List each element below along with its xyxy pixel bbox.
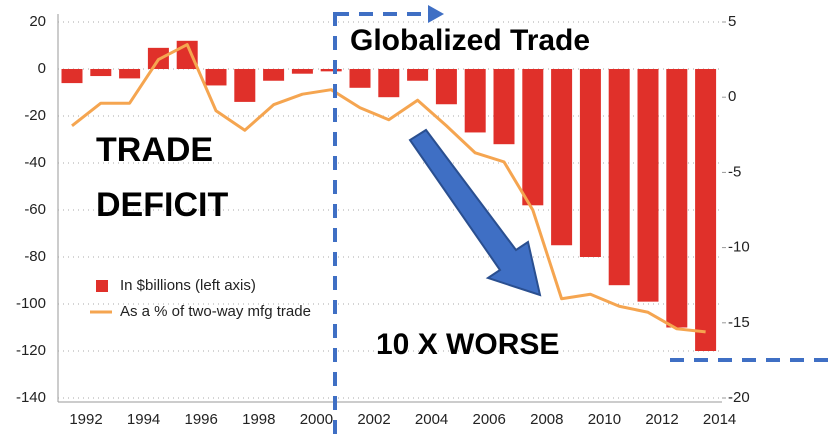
y-tick-label: 20 [29, 13, 46, 30]
y-tick-label: 0 [38, 60, 46, 77]
bar [608, 69, 630, 286]
y2-tick-label: 0 [728, 88, 736, 105]
bar [695, 69, 717, 351]
x-tick-label: 2012 [645, 411, 678, 428]
marks [61, 40, 717, 351]
x-tick-label: 2014 [703, 411, 736, 428]
bar [435, 69, 457, 105]
y2-tick-label: -5 [728, 163, 741, 180]
y2-tick-label: -20 [728, 389, 750, 406]
bar [579, 69, 601, 257]
bar [407, 69, 429, 81]
x-tick-label: 1998 [242, 411, 275, 428]
bar [205, 69, 227, 86]
y-tick-label: -40 [24, 154, 46, 171]
bar [493, 69, 515, 145]
legend: In $billions (left axis) As a % of two-wa… [90, 277, 311, 320]
annotation: 10 X WORSE [376, 328, 559, 361]
x-tick-label: 2004 [415, 411, 448, 428]
y-tick-label: -100 [16, 295, 46, 312]
annotation: TRADE [96, 131, 213, 169]
x-tick-label: 2002 [357, 411, 390, 428]
bar [234, 69, 256, 102]
legend-swatch [96, 280, 108, 292]
annotation: DEFICIT [96, 186, 228, 224]
x-tick-label: 2008 [530, 411, 563, 428]
bar [349, 69, 371, 88]
bar [551, 69, 573, 246]
y-tick-label: -80 [24, 248, 46, 265]
bar [666, 69, 688, 328]
bar [637, 69, 659, 302]
y2-tick-label: -10 [728, 239, 750, 256]
x-tick-label: 1992 [69, 411, 102, 428]
annotation: Globalized Trade [350, 24, 590, 57]
arrow-head [428, 5, 444, 23]
bar [263, 69, 285, 81]
legend-label: In $billions (left axis) [120, 277, 256, 294]
legend-label: As a % of two-way mfg trade [120, 303, 311, 320]
bar [291, 69, 313, 74]
y-tick-label: -120 [16, 342, 46, 359]
x-tick-label: 2006 [473, 411, 506, 428]
line [71, 43, 706, 334]
x-tick-label: 2000 [300, 411, 333, 428]
bar [522, 69, 544, 206]
bar [378, 69, 400, 98]
x-tick-label: 2010 [588, 411, 621, 428]
y-tick-label: -140 [16, 389, 46, 406]
y2-tick-label: -15 [728, 314, 750, 331]
trend-arrow [408, 128, 542, 297]
x-tick-label: 1994 [127, 411, 160, 428]
bar [320, 69, 342, 72]
x-tick-label: 1996 [185, 411, 218, 428]
y-tick-label: -60 [24, 201, 46, 218]
bar [119, 69, 141, 79]
y2-tick-label: 5 [728, 13, 736, 30]
bar [464, 69, 486, 133]
bar [90, 69, 112, 77]
bar [61, 69, 83, 84]
y-tick-label: -20 [24, 107, 46, 124]
